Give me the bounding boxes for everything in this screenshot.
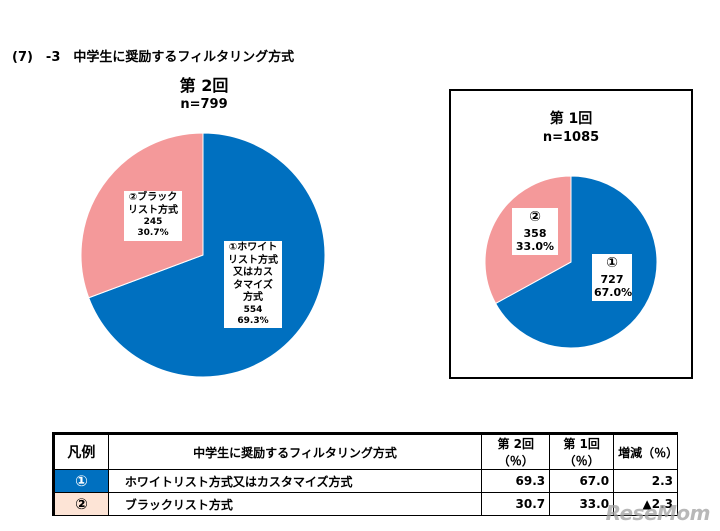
legend-symbol-blacklist: ② bbox=[52, 492, 109, 516]
slice-label-name: ②ブラック リスト方式 bbox=[126, 192, 180, 217]
slice-label-percent: 67.0% bbox=[594, 286, 633, 300]
slice-label-line: ①ホワイト bbox=[228, 242, 278, 253]
row-method: ブラックリスト方式 bbox=[107, 492, 483, 516]
pie-chart-round-2 bbox=[80, 132, 326, 378]
chart-1-title: 第 1回 bbox=[549, 111, 593, 127]
pie-slice-whitelist bbox=[494, 175, 658, 349]
header-method: 中学生に奨励するフィルタリング方式 bbox=[107, 432, 483, 470]
chart-1-n: n=1085 bbox=[542, 130, 600, 145]
slice-label-name: ①ホワイト リスト方式 又はカス タマイズ 方式 bbox=[226, 242, 280, 305]
slice-label-line: リスト方式 bbox=[228, 254, 278, 266]
row-round-2: 30.7 bbox=[481, 492, 551, 516]
row-round-1: 33.0 bbox=[549, 492, 615, 516]
row-round-1: 67.0 bbox=[549, 469, 615, 493]
row-method: ホワイトリスト方式又はカスタマイズ方式 bbox=[107, 469, 483, 493]
header-round-1: 第 1回（％） bbox=[549, 432, 615, 470]
slice-label-percent: 69.3% bbox=[237, 315, 269, 326]
table-row: ② ブラックリスト方式 30.7 33.0 ▲2.3 bbox=[52, 492, 678, 516]
slice-label-line: 又はカス bbox=[233, 267, 273, 278]
slice-label-line: タマイズ bbox=[233, 279, 273, 291]
legend-table: 凡例 中学生に奨励するフィルタリング方式 第 2回（％） 第 1回（％） 増減（… bbox=[52, 432, 678, 516]
slice-label-name: ② bbox=[514, 209, 556, 227]
slice-label-name: ① bbox=[594, 255, 630, 273]
slice-label-line: リスト方式 bbox=[128, 204, 178, 216]
slice-label-line: 方式 bbox=[243, 292, 263, 303]
slice-label-count: 358 bbox=[523, 226, 547, 240]
slice-label-count: 727 bbox=[600, 272, 624, 286]
slice-label-percent: 33.0% bbox=[515, 240, 555, 254]
chart-2-n: n=799 bbox=[180, 97, 228, 112]
slice-label-line: ②ブラック bbox=[128, 192, 178, 203]
row-diff: ▲2.3 bbox=[613, 492, 678, 516]
slice-label-blacklist-r1: ② 358 33.0% bbox=[512, 208, 558, 255]
chart-2-title: 第 2回 bbox=[179, 76, 229, 95]
slice-label-percent: 30.7% bbox=[137, 228, 169, 239]
legend-symbol-whitelist: ① bbox=[52, 469, 109, 493]
section-heading: (7) -3 中学生に奨励するフィルタリング方式 bbox=[12, 50, 295, 65]
slice-label-line: ① bbox=[606, 255, 618, 271]
legend-header-row: 凡例 中学生に奨励するフィルタリング方式 第 2回（％） 第 1回（％） 増減（… bbox=[52, 432, 678, 470]
slice-label-count: 245 bbox=[143, 217, 163, 227]
round-1-chart-frame bbox=[449, 89, 693, 379]
slice-label-count: 554 bbox=[243, 304, 263, 315]
header-round-2: 第 2回（％） bbox=[481, 432, 551, 470]
slice-label-line: ② bbox=[529, 209, 541, 225]
row-round-2: 69.3 bbox=[481, 469, 551, 493]
table-row: ① ホワイトリスト方式又はカスタマイズ方式 69.3 67.0 2.3 bbox=[52, 469, 678, 493]
header-legend: 凡例 bbox=[52, 432, 109, 470]
slice-label-whitelist-r2: ①ホワイト リスト方式 又はカス タマイズ 方式 554 69.3% bbox=[224, 241, 282, 328]
row-diff: 2.3 bbox=[613, 469, 678, 493]
header-diff: 増減（％） bbox=[613, 432, 678, 470]
watermark-logo: ReseMom bbox=[605, 501, 711, 525]
slice-label-whitelist-r1: ① 727 67.0% bbox=[592, 254, 632, 301]
slice-label-blacklist-r2: ②ブラック リスト方式 245 30.7% bbox=[124, 191, 182, 241]
